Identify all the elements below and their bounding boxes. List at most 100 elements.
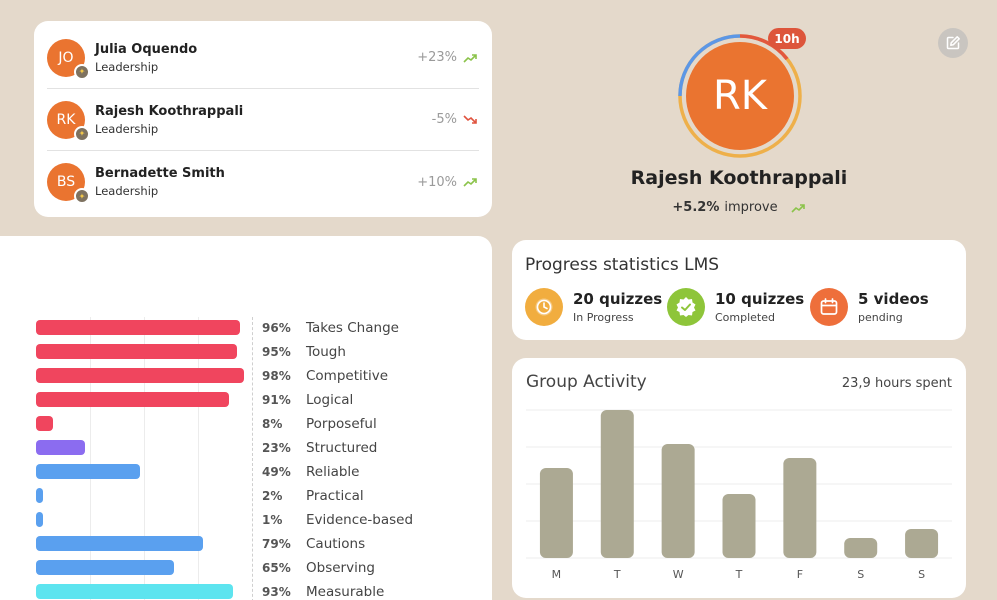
- stat-completed[interactable]: 10 quizzes Completed: [667, 288, 804, 326]
- person-name: Julia Oquendo: [95, 41, 198, 57]
- trend-down-icon: [463, 114, 477, 124]
- traits-card: 96% Takes Change 95% Tough 98% Competitive 91%…: [0, 236, 492, 600]
- trait-bar: [36, 440, 85, 455]
- trait-percent: 95%: [262, 345, 291, 359]
- trait-percent: 23%: [262, 441, 291, 455]
- activity-bar[interactable]: [722, 494, 756, 558]
- person-name: Rajesh Koothrappali: [95, 103, 244, 119]
- trend-up-icon: [791, 203, 805, 213]
- trait-label: Cautions: [306, 536, 366, 552]
- profile-initials: RK: [712, 73, 768, 119]
- x-tick-label: M: [552, 568, 562, 581]
- clock-icon: [525, 288, 563, 326]
- trait-label: Porposeful: [306, 416, 377, 432]
- trait-label: Tough: [306, 344, 346, 360]
- people-card: JO ✦ Julia Oquendo Leadership +23% RK ✦ …: [34, 21, 492, 217]
- trait-percent: 49%: [262, 465, 291, 479]
- activity-bar[interactable]: [844, 538, 878, 558]
- person-change: +10%: [417, 174, 457, 190]
- star-icon: ✦: [74, 63, 90, 80]
- person-name: Bernadette Smith: [95, 166, 225, 181]
- stat-value: 5 videos: [858, 290, 929, 308]
- trait-percent: 1%: [262, 513, 283, 527]
- x-tick-label: T: [735, 568, 743, 581]
- activity-bar[interactable]: [600, 410, 634, 558]
- trait-label: Evidence-based: [306, 512, 414, 528]
- trait-percent: 2%: [262, 489, 283, 503]
- stat-value: 10 quizzes: [715, 290, 805, 308]
- trait-bar: [36, 344, 237, 359]
- improve-value: +5.2%: [672, 200, 720, 215]
- edit-button[interactable]: [938, 28, 968, 58]
- x-tick-label: S: [918, 568, 925, 581]
- trait-bar: [36, 488, 43, 503]
- person-row[interactable]: JO ✦ Julia Oquendo Leadership +23%: [47, 27, 479, 89]
- person-row[interactable]: BS ✦ Bernadette Smith Leadership +10%: [47, 151, 479, 213]
- avatar: BS ✦: [47, 163, 90, 204]
- activity-bar[interactable]: [783, 458, 817, 558]
- star-icon: ✦: [74, 188, 90, 204]
- person-role: Leadership: [95, 121, 159, 136]
- edit-icon: [946, 36, 960, 50]
- trait-label: Structured: [306, 440, 378, 456]
- stat-value: 20 quizzes: [573, 290, 663, 308]
- calendar-icon: [810, 288, 848, 326]
- avatar: RK ✦: [47, 100, 90, 142]
- profile-avatar[interactable]: RK: [686, 42, 794, 150]
- trait-percent: 79%: [262, 537, 291, 551]
- avatar-initials: BS: [56, 174, 76, 190]
- trait-label: Competitive: [306, 368, 389, 384]
- trait-label: Measurable: [306, 584, 385, 600]
- person-role: Leadership: [95, 184, 159, 198]
- person-change: +23%: [417, 50, 457, 65]
- avatar-initials: JO: [58, 49, 74, 66]
- x-tick-label: S: [857, 568, 864, 581]
- profile-improve: +5.2% improve: [600, 200, 878, 215]
- trait-percent: 8%: [262, 417, 283, 431]
- trait-percent: 96%: [262, 321, 291, 335]
- activity-title: Group Activity: [526, 372, 647, 392]
- trait-label: Observing: [306, 560, 375, 576]
- stat-label: pending: [858, 311, 903, 324]
- profile-name: Rajesh Koothrappali: [630, 167, 848, 189]
- trend-up-icon: [463, 178, 477, 187]
- trait-bar: [36, 320, 240, 335]
- bars-grid: [36, 317, 251, 600]
- progress-ring: [678, 34, 802, 158]
- stat-pending[interactable]: 5 videos pending: [810, 288, 929, 326]
- trait-bar: [36, 416, 53, 431]
- activity-bar[interactable]: [539, 468, 573, 558]
- stat-in-progress[interactable]: 20 quizzes In Progress: [525, 288, 662, 326]
- trait-bar: [36, 536, 203, 551]
- avatar: JO ✦: [47, 38, 90, 80]
- trait-bar: [36, 560, 174, 575]
- activity-bar[interactable]: [905, 529, 939, 558]
- person-change: -5%: [431, 112, 457, 127]
- person-row[interactable]: RK ✦ Rajesh Koothrappali Leadership -5%: [47, 89, 479, 151]
- profile-avatar-ring: RK: [677, 33, 803, 159]
- trait-percent: 98%: [262, 369, 291, 383]
- trait-label: Takes Change: [306, 320, 399, 336]
- activity-card: Group Activity 23,9 hours spent M T W T F S S: [512, 358, 966, 598]
- trait-bar: [36, 584, 233, 599]
- x-tick-label: W: [673, 568, 684, 581]
- star-icon: ✦: [74, 125, 90, 142]
- trait-bar: [36, 392, 229, 407]
- person-role: Leadership: [95, 59, 159, 74]
- hours-spent: 23,9 hours spent: [841, 376, 952, 391]
- trait-label: Practical: [306, 488, 364, 504]
- trait-percent: 91%: [262, 393, 291, 407]
- trait-bar: [36, 512, 43, 527]
- activity-bar[interactable]: [661, 444, 695, 558]
- trend-up-icon: [463, 53, 477, 63]
- trait-label: Logical: [306, 392, 354, 408]
- bars-axis: [252, 317, 253, 600]
- trait-bar: [36, 464, 140, 479]
- x-tick-label: F: [797, 568, 803, 581]
- improve-label: improve: [724, 200, 778, 215]
- lms-title: Progress statistics LMS: [525, 255, 720, 275]
- trait-bar: [36, 368, 244, 383]
- trait-label: Reliable: [306, 464, 360, 480]
- stat-label: In Progress: [573, 311, 634, 324]
